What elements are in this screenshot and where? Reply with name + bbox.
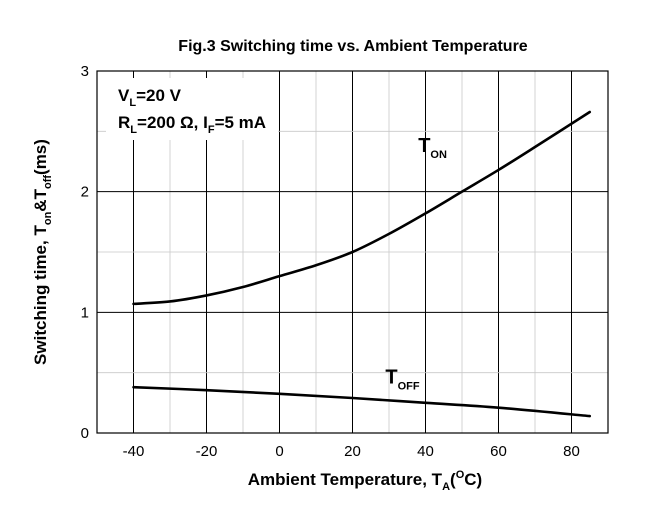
y-tick-label: 2 <box>81 184 89 201</box>
y-axis-label: Switching time, Ton&Toff(ms) <box>31 139 54 365</box>
condition-voltage: VL=20 V <box>118 86 182 109</box>
y-tick-label: 1 <box>81 304 89 321</box>
series-lines <box>132 110 592 418</box>
x-tick-labels: -40 -20 0 20 40 60 80 <box>123 443 580 460</box>
condition-load-current: RL=200 Ω, IF=5 mA <box>118 113 266 136</box>
x-tick-label: 40 <box>417 443 434 460</box>
series-label-off: TOFF <box>385 367 419 393</box>
series-label-on: TON <box>418 135 447 161</box>
series-labels: TON TOFF <box>385 135 447 393</box>
conditions-box <box>106 78 278 140</box>
x-tick-label: -40 <box>123 443 145 460</box>
x-tick-label: 0 <box>275 443 283 460</box>
grid <box>97 71 608 433</box>
series-line-on <box>132 110 592 306</box>
series-line-off <box>132 385 592 418</box>
x-tick-label: -20 <box>196 443 218 460</box>
chart-title: Fig.3 Switching time vs. Ambient Tempera… <box>178 38 528 55</box>
x-axis-label: Ambient Temperature, TA(OC) <box>248 469 482 493</box>
y-tick-label: 0 <box>81 425 89 442</box>
x-tick-label: 60 <box>490 443 507 460</box>
x-tick-label: 20 <box>344 443 361 460</box>
y-tick-labels: 0 1 2 3 <box>81 63 89 442</box>
plot-frame <box>96 70 609 434</box>
x-tick-label: 80 <box>563 443 580 460</box>
y-tick-label: 3 <box>81 63 89 80</box>
